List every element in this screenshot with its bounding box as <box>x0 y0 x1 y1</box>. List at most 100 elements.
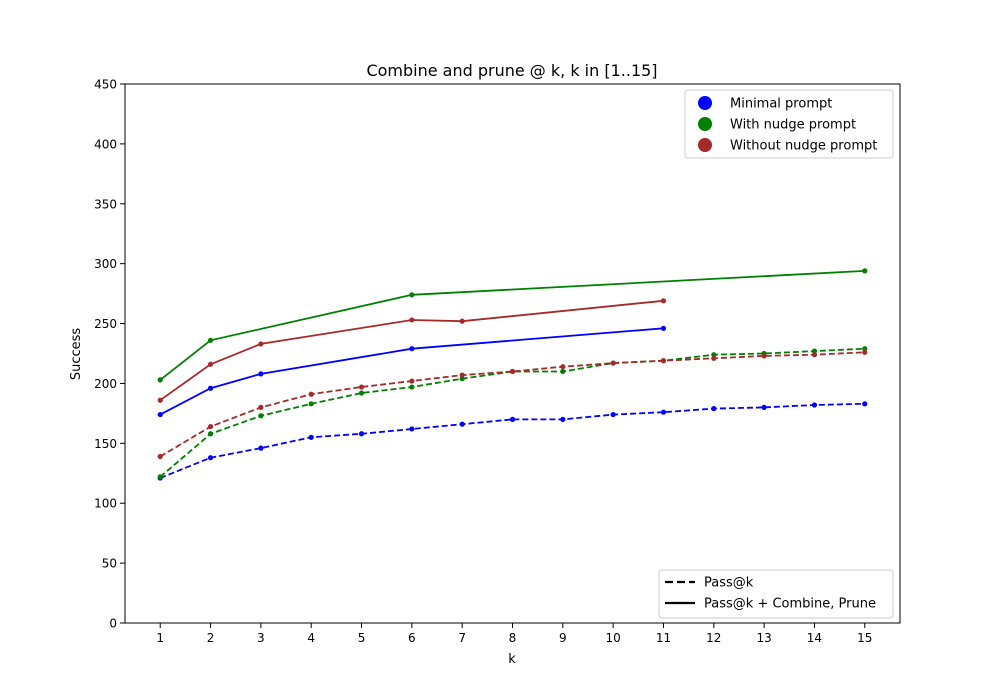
data-point-minimal-prompt-solid <box>207 385 214 391</box>
x-tick-label: 1 <box>156 631 164 645</box>
data-point-minimal-prompt-solid <box>660 325 667 331</box>
x-tick-label: 11 <box>656 631 671 645</box>
data-point-without-nudge-prompt-dashed <box>761 353 767 359</box>
data-point-minimal-prompt-dashed <box>610 411 616 418</box>
y-tick-label: 50 <box>102 557 117 571</box>
data-point-without-nudge-prompt-dashed <box>258 404 264 410</box>
data-point-without-nudge-prompt-solid <box>660 298 667 304</box>
data-point-with-nudge-prompt-solid <box>409 292 415 298</box>
data-point-without-nudge-prompt-solid <box>459 318 465 324</box>
data-point-without-nudge-prompt-solid <box>157 397 163 403</box>
x-tick-label: 4 <box>307 631 315 645</box>
x-tick-label: 12 <box>706 631 721 645</box>
data-point-minimal-prompt-dashed <box>258 445 264 451</box>
data-point-without-nudge-prompt-dashed <box>862 349 868 355</box>
data-point-minimal-prompt-dashed <box>811 402 818 408</box>
data-point-minimal-prompt-dashed <box>358 431 365 437</box>
y-tick-label: 150 <box>94 437 117 451</box>
legend-label: With nudge prompt <box>730 118 856 133</box>
data-point-with-nudge-prompt-dashed <box>258 413 264 419</box>
data-point-minimal-prompt-dashed <box>862 401 868 407</box>
x-tick-label: 2 <box>207 631 215 645</box>
data-point-without-nudge-prompt-dashed <box>409 378 415 384</box>
y-tick-label: 400 <box>94 137 117 151</box>
y-tick-label: 200 <box>94 377 117 391</box>
x-tick-label: 5 <box>358 631 366 645</box>
data-point-with-nudge-prompt-dashed <box>157 474 163 480</box>
data-point-with-nudge-prompt-solid <box>157 377 163 383</box>
legend-label: Pass@k <box>704 576 754 591</box>
y-tick-label: 0 <box>109 617 117 631</box>
data-point-minimal-prompt-dashed <box>207 455 214 461</box>
data-point-minimal-prompt-dashed <box>711 405 717 412</box>
series-line-without-nudge-prompt-solid <box>159 299 664 401</box>
data-point-minimal-prompt-solid <box>409 346 415 352</box>
data-point-without-nudge-prompt-dashed <box>157 453 163 460</box>
series-line-with-nudge-prompt-solid <box>159 270 865 381</box>
x-tick-label: 15 <box>857 631 872 645</box>
y-tick-label: 350 <box>94 197 117 211</box>
x-tick-label: 10 <box>606 631 621 645</box>
legend-marker <box>698 96 712 110</box>
series-line-minimal-prompt-solid <box>159 327 664 416</box>
data-point-minimal-prompt-dashed <box>509 416 516 422</box>
data-point-minimal-prompt-solid <box>258 371 264 377</box>
data-point-with-nudge-prompt-dashed <box>560 368 566 375</box>
data-point-with-nudge-prompt-dashed <box>308 401 314 407</box>
data-point-without-nudge-prompt-dashed <box>560 364 566 370</box>
data-point-minimal-prompt-dashed <box>660 409 667 415</box>
legend-marker <box>698 117 712 131</box>
plot-area: 1 2 3 4 5 6 7 8 9 10 11 12 13 14 150501001502002503003… <box>94 78 901 645</box>
data-point-without-nudge-prompt-dashed <box>711 355 717 361</box>
y-tick-label: 300 <box>94 257 117 271</box>
y-tick-label: 100 <box>94 497 117 511</box>
x-tick-label: 8 <box>509 631 517 645</box>
data-point-minimal-prompt-dashed <box>761 404 767 410</box>
series-line-minimal-prompt-dashed <box>159 402 865 479</box>
data-point-without-nudge-prompt-dashed <box>509 368 516 375</box>
data-point-without-nudge-prompt-solid <box>409 317 415 323</box>
data-point-without-nudge-prompt-dashed <box>811 352 818 358</box>
data-point-minimal-prompt-dashed <box>308 434 314 440</box>
x-tick-label: 13 <box>756 631 771 645</box>
x-tick-label: 9 <box>559 631 567 645</box>
data-point-minimal-prompt-dashed <box>560 416 566 422</box>
legend-colors: Minimal prompt With nudge prompt Without n… <box>684 89 894 159</box>
data-point-minimal-prompt-dashed <box>459 421 465 427</box>
series-line-with-nudge-prompt-dashed <box>159 347 865 478</box>
x-tick-label: 7 <box>458 631 466 645</box>
data-point-minimal-prompt-solid <box>157 411 163 418</box>
legend-label: Minimal prompt <box>730 97 832 112</box>
y-axis-label: Success <box>69 328 84 381</box>
data-point-with-nudge-prompt-dashed <box>358 390 365 396</box>
chart-title: Combine and prune @ k, k in [1..15] <box>366 61 657 80</box>
x-tick-label: 6 <box>408 631 416 645</box>
series-line-without-nudge-prompt-dashed <box>159 351 865 458</box>
legend-styles: Pass@k Pass@k + Combine, Prune <box>658 569 894 619</box>
data-point-with-nudge-prompt-dashed <box>862 346 868 352</box>
y-tick-label: 450 <box>94 78 117 92</box>
data-point-with-nudge-prompt-solid <box>207 337 214 343</box>
data-point-minimal-prompt-dashed <box>409 426 415 432</box>
x-tick-label: 14 <box>807 631 822 645</box>
data-point-with-nudge-prompt-dashed <box>459 376 465 382</box>
data-point-with-nudge-prompt-dashed <box>207 431 214 437</box>
legend-label: Without nudge prompt <box>730 139 877 154</box>
legend-label: Pass@k + Combine, Prune <box>704 597 876 612</box>
data-point-without-nudge-prompt-dashed <box>660 358 667 364</box>
data-point-without-nudge-prompt-solid <box>258 341 264 347</box>
data-point-without-nudge-prompt-dashed <box>610 360 616 366</box>
y-tick-label: 250 <box>94 317 117 331</box>
legend-colors-box <box>684 89 894 159</box>
data-point-with-nudge-prompt-solid <box>862 268 868 274</box>
data-point-without-nudge-prompt-dashed <box>358 384 365 390</box>
data-point-with-nudge-prompt-dashed <box>711 352 717 358</box>
x-axis-label: k <box>508 652 516 667</box>
data-point-without-nudge-prompt-dashed <box>459 372 465 378</box>
data-point-with-nudge-prompt-dashed <box>409 384 415 390</box>
data-point-with-nudge-prompt-dashed <box>811 348 818 354</box>
data-point-without-nudge-prompt-dashed <box>308 391 314 397</box>
plot-frame <box>124 83 901 624</box>
legend-styles-box <box>658 569 894 619</box>
